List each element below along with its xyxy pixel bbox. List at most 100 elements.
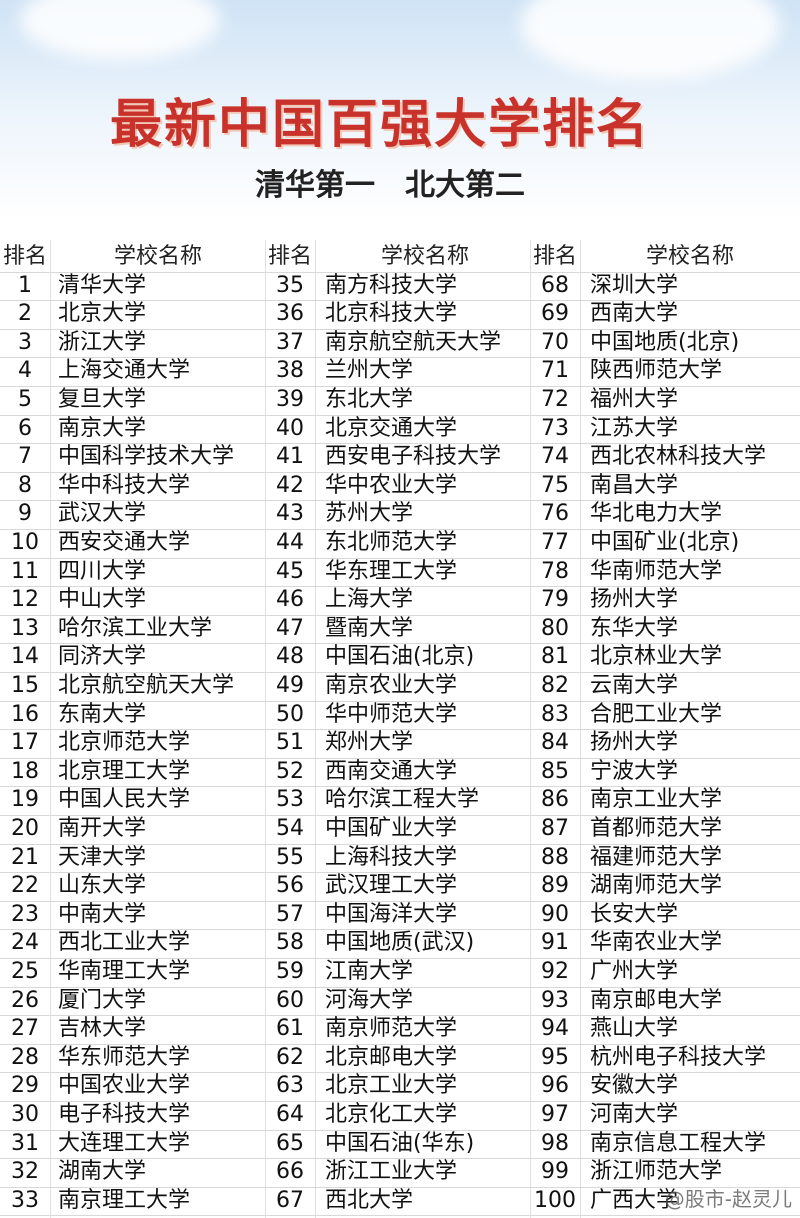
rank: 100 [534,1187,576,1213]
school-name: 兰州大学 [325,358,414,384]
cloud [20,0,220,60]
rank: 8 [18,472,32,498]
school-name: 大连理工大学 [58,1130,191,1156]
school-name: 湖南师范大学 [590,873,723,899]
school-name: 广州大学 [590,959,679,984]
school-name: 西安电子科技大学 [325,444,502,470]
school-name: 天津大学 [58,844,147,870]
school-name: 浙江师范大学 [590,1159,723,1185]
rank: 16 [11,701,39,727]
rank: 25 [11,959,39,984]
school-name: 同济大学 [58,644,147,670]
school-name: 南方科技大学 [325,272,458,298]
school-name: 安徽大学 [590,1073,679,1099]
row-line [0,1101,800,1102]
rank: 3 [18,329,32,355]
header-cell: 排名 [2,244,47,269]
school-name: 北京科技大学 [325,301,458,327]
school-name: 武汉大学 [58,501,147,527]
row-line [0,1015,800,1017]
school-name: 浙江大学 [58,329,147,355]
row-line [0,500,800,502]
school-name: 西安交通大学 [58,530,191,555]
row-line [0,557,800,559]
rank: 44 [276,530,304,555]
title: 最新中国百强大学排名 [109,95,650,155]
school-name: 上海科技大学 [325,844,458,870]
rank: 21 [11,844,39,870]
rank: 27 [11,1016,39,1042]
rank: 38 [276,358,304,384]
school-name: 东华大学 [590,615,679,641]
rank: 97 [541,1102,569,1127]
school-name: 西北农林科技大学 [590,444,767,470]
school-name: 南京师范大学 [325,1016,458,1042]
rank: 12 [11,587,39,613]
school-name: 长安大学 [590,901,679,927]
school-name: 南京农业大学 [325,673,458,698]
rank: 4 [18,358,32,384]
rank: 59 [276,959,304,984]
school-name: 福建师范大学 [590,844,723,870]
school-name: 南开大学 [58,816,147,841]
rank: 47 [276,615,304,641]
rank: 50 [276,701,304,727]
school-name: 深圳大学 [590,272,679,298]
school-name: 中山大学 [58,587,147,613]
header-cell: 学校名称 [380,244,469,269]
school-name: 扬州大学 [590,730,679,756]
school-name: 首都师范大学 [590,816,723,841]
school-name: 云南大学 [590,673,679,698]
school-name: 哈尔滨工程大学 [325,787,480,813]
row-line [0,958,800,959]
school-name: 吉林大学 [58,1016,147,1042]
rank: 84 [541,730,569,756]
school-name: 上海大学 [325,587,414,613]
rank: 17 [11,730,39,756]
school-name: 北京邮电大学 [325,1044,458,1070]
rank: 39 [276,387,304,412]
rank: 65 [276,1130,304,1156]
rank: 96 [541,1073,569,1099]
school-name: 华中农业大学 [325,472,458,498]
school-name: 燕山大学 [590,1016,679,1042]
rank: 91 [541,930,569,956]
school-name: 南昌大学 [590,472,679,498]
school-name: 西南交通大学 [325,758,458,784]
school-name: 北京工业大学 [325,1073,458,1099]
row-line [0,443,800,445]
school-name: 郑州大学 [325,730,414,756]
rank: 76 [541,501,569,527]
rank: 5 [18,387,32,412]
rank: 60 [276,987,304,1013]
rank: 30 [11,1102,39,1127]
rank: 6 [18,415,32,441]
row-line [0,700,800,702]
rank: 69 [541,301,569,327]
rank: 10 [11,530,39,555]
school-name: 河南大学 [590,1102,679,1127]
column-line [530,240,531,1218]
row-line [0,1043,800,1045]
rank: 14 [11,644,39,670]
rank: 83 [541,701,569,727]
column-line [265,240,266,1218]
school-name: 南京航空航天大学 [325,329,502,355]
school-name: 北京师范大学 [58,730,191,756]
school-name: 江南大学 [325,959,414,984]
school-name: 武汉理工大学 [325,873,458,899]
rank: 48 [276,644,304,670]
school-name: 华南理工大学 [58,959,191,984]
rank: 13 [11,615,39,641]
rank: 81 [541,644,569,670]
rank: 70 [541,329,569,355]
school-name: 厦门大学 [58,987,147,1013]
row-line [0,586,800,588]
row-line [0,471,800,473]
school-name: 中国矿业(北京) [590,530,740,555]
school-name: 东南大学 [58,701,147,727]
rank: 49 [276,673,304,698]
rank: 87 [541,816,569,841]
school-name: 上海交通大学 [58,358,191,384]
school-name: 中国科学技术大学 [58,444,235,470]
